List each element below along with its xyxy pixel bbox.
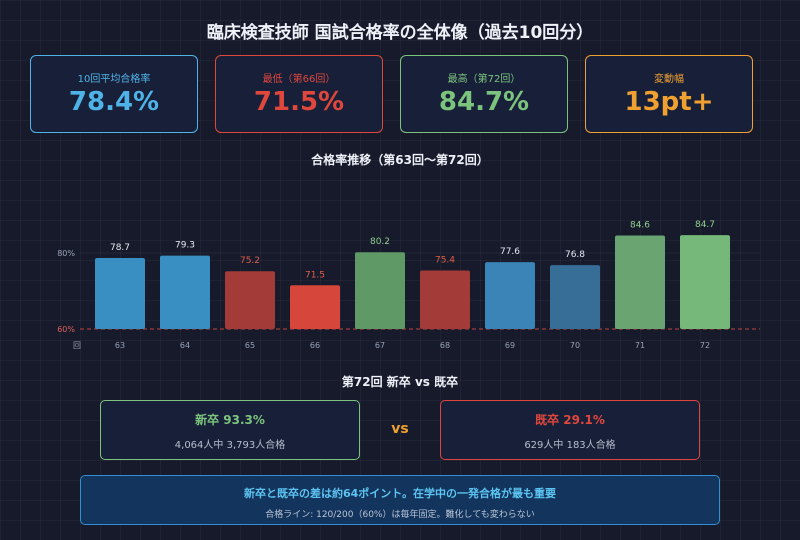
bar-66 bbox=[290, 285, 340, 329]
x-tick-label-67: 67 bbox=[375, 341, 385, 350]
reference-label-80: 80% bbox=[57, 249, 75, 258]
summary-note-headline: 新卒と既卒の差は約64ポイント。在学中の一発合格が最も重要 bbox=[243, 487, 557, 500]
bar-value-label-71: 84.6 bbox=[630, 221, 650, 231]
bar-value-label-67: 80.2 bbox=[370, 237, 390, 247]
bar-67 bbox=[355, 252, 405, 329]
new-graduate-rate: 新卒 93.3% bbox=[195, 413, 265, 427]
x-tick-label-70: 70 bbox=[570, 341, 580, 350]
kpi-average-label: 10回平均合格率 bbox=[77, 74, 151, 85]
repeat-examinee-card: 既卒 29.1% 629人中 183人合格 bbox=[440, 400, 700, 460]
bar-value-label-70: 76.8 bbox=[565, 250, 585, 260]
x-tick-label-68: 68 bbox=[440, 341, 450, 350]
kpi-highest-label: 最高（第72回） bbox=[447, 74, 521, 85]
kpi-range: 変動幅 13pt+ bbox=[585, 55, 753, 133]
kpi-average-value: 78.4% bbox=[68, 87, 160, 117]
x-tick-label-65: 65 bbox=[245, 341, 255, 350]
bar-69 bbox=[485, 262, 535, 329]
bar-63 bbox=[95, 257, 145, 329]
kpi-lowest-label: 最低（第66回） bbox=[262, 74, 336, 85]
x-tick-label-71: 71 bbox=[635, 341, 645, 350]
new-graduate-card: 新卒 93.3% 4,064人中 3,793人合格 bbox=[100, 400, 360, 460]
new-graduate-detail: 4,064人中 3,793人合格 bbox=[174, 440, 286, 451]
kpi-range-label: 変動幅 bbox=[654, 74, 684, 85]
kpi-lowest-value: 71.5% bbox=[253, 87, 345, 117]
bar-72 bbox=[680, 235, 730, 329]
bar-value-label-68: 75.4 bbox=[435, 255, 455, 265]
x-tick-label-66: 66 bbox=[310, 341, 320, 350]
kpi-range-value: 13pt+ bbox=[624, 87, 714, 117]
vs-label: vs bbox=[391, 421, 409, 437]
repeat-examinee-rate: 既卒 29.1% bbox=[535, 413, 605, 427]
bar-70 bbox=[550, 265, 600, 329]
kpi-average: 10回平均合格率 78.4% bbox=[30, 55, 198, 133]
bar-value-label-69: 77.6 bbox=[500, 247, 520, 257]
bar-68 bbox=[420, 270, 470, 329]
page-title: 臨床検査技師 国試合格率の全体像（過去10回分） bbox=[206, 23, 594, 43]
chart-title: 合格率推移（第63回〜第72回） bbox=[311, 153, 489, 167]
bar-value-label-66: 71.5 bbox=[305, 270, 325, 280]
x-tick-label-69: 69 bbox=[505, 341, 515, 350]
bar-value-label-63: 78.7 bbox=[110, 243, 130, 253]
bar-65 bbox=[225, 271, 275, 329]
bar-64 bbox=[160, 255, 210, 329]
x-tick-label-72: 72 bbox=[700, 341, 710, 350]
kpi-highest-value: 84.7% bbox=[438, 87, 530, 117]
repeat-examinee-detail: 629人中 183人合格 bbox=[524, 440, 616, 451]
bar-value-label-65: 75.2 bbox=[240, 256, 260, 266]
kpi-lowest: 最低（第66回） 71.5% bbox=[215, 55, 383, 133]
reference-label-60: 60% bbox=[57, 325, 75, 334]
pass-rate-bar-chart: 80% 60% 78.7 63 79.3 64 75.2 65 71.5 66 80.2 67 75.4… bbox=[57, 220, 760, 350]
bar-value-label-64: 79.3 bbox=[175, 241, 195, 251]
kpi-highest: 最高（第72回） 84.7% bbox=[400, 55, 568, 133]
summary-note: 新卒と既卒の差は約64ポイント。在学中の一発合格が最も重要 合格ライン: 120… bbox=[80, 475, 720, 525]
x-tick-label-64: 64 bbox=[180, 341, 190, 350]
bar-71 bbox=[615, 235, 665, 329]
comparison-title: 第72回 新卒 vs 既卒 bbox=[341, 375, 459, 389]
summary-note-detail: 合格ライン: 120/200（60%）は毎年固定。難化しても変わらない bbox=[265, 510, 535, 520]
x-tick-label-63: 63 bbox=[115, 341, 125, 350]
x-axis-label: 回 bbox=[73, 341, 81, 350]
bar-value-label-72: 84.7 bbox=[695, 220, 715, 230]
